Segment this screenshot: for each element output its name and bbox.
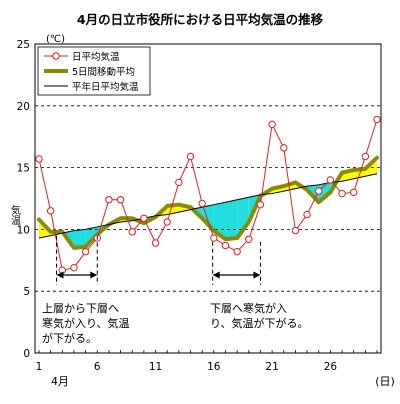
- y-tick-label: 15: [17, 163, 30, 175]
- below-normal-fill: [213, 202, 226, 240]
- legend-label: 5日間移動平均: [72, 66, 135, 78]
- data-point-daily-mean: [373, 115, 381, 124]
- y-tick-label: 10: [17, 224, 30, 236]
- y-tick-label: 5: [23, 286, 30, 298]
- y-tick-label: 20: [17, 101, 30, 113]
- x-unit-label: (日): [375, 375, 395, 388]
- data-point-daily-mean: [128, 228, 136, 236]
- legend-label: 平年日平均気温: [72, 81, 139, 93]
- data-point-daily-mean: [315, 187, 323, 195]
- data-point-daily-mean: [163, 218, 171, 226]
- data-point-daily-mean: [291, 226, 300, 235]
- grid-layer: [35, 105, 381, 292]
- plot-frame: [34, 43, 382, 354]
- y-unit-label: (℃): [46, 34, 65, 45]
- data-point-daily-mean: [140, 214, 148, 222]
- legend-marker: [52, 52, 60, 60]
- data-point-daily-mean: [116, 196, 125, 204]
- data-point-daily-mean: [198, 199, 206, 208]
- arrowhead-left: [56, 271, 64, 279]
- data-point-daily-mean: [81, 247, 90, 256]
- data-point-daily-mean: [46, 207, 55, 215]
- annotation-text: り、気温が下がる。: [210, 316, 309, 330]
- data-point-daily-mean: [338, 189, 346, 198]
- data-point-daily-mean: [210, 234, 218, 242]
- month-label: 4月: [51, 375, 69, 388]
- x-tick-label: 11: [149, 361, 162, 373]
- legend-label: 日平均気温: [72, 51, 120, 63]
- y-tick-label: 0: [23, 348, 30, 360]
- data-point-daily-mean: [221, 241, 230, 250]
- data-point-daily-mean: [105, 196, 113, 204]
- data-point-daily-mean: [175, 178, 183, 187]
- data-point-daily-mean: [256, 200, 265, 209]
- below-normal-fill: [237, 197, 249, 239]
- series-line-normal: [38, 173, 378, 239]
- arrowhead-right: [253, 271, 261, 279]
- data-point-daily-mean: [233, 247, 241, 256]
- data-point-daily-mean: [186, 152, 195, 161]
- y-axis-title: 気温: [9, 204, 21, 225]
- arrowhead-left: [212, 271, 220, 279]
- arrowhead-right: [90, 271, 98, 279]
- annotation-text: 上層から下層へ: [42, 302, 119, 315]
- fill-layer: [39, 157, 377, 248]
- chart-title: 4月の日立市役所における日平均気温の推移: [77, 12, 324, 27]
- annotation-text: 寒気が入り、気温: [42, 316, 130, 330]
- data-point-daily-mean: [151, 239, 160, 247]
- y-tick-label: 25: [17, 39, 30, 51]
- below-normal-fill: [73, 229, 86, 248]
- x-tick-label: 16: [207, 361, 221, 373]
- data-point-daily-mean: [326, 176, 335, 184]
- below-normal-fill: [225, 199, 238, 240]
- series-layer: [35, 115, 381, 274]
- data-point-daily-mean: [70, 264, 78, 272]
- data-point-daily-mean: [280, 144, 288, 152]
- annotation-text: 下層へ寒気が入: [210, 301, 287, 315]
- data-point-daily-mean: [303, 210, 311, 219]
- data-point-daily-mean: [245, 235, 253, 243]
- data-point-daily-mean: [35, 155, 43, 163]
- x-tick-label: 26: [324, 361, 338, 373]
- x-tick-label: 21: [265, 361, 278, 373]
- data-point-daily-mean: [349, 188, 358, 197]
- annotation-text: が下がる。: [42, 331, 97, 345]
- x-tick-label: 6: [94, 361, 101, 373]
- data-point-daily-mean: [361, 152, 370, 161]
- x-tick-label: 1: [36, 361, 43, 373]
- data-point-daily-mean: [268, 120, 276, 129]
